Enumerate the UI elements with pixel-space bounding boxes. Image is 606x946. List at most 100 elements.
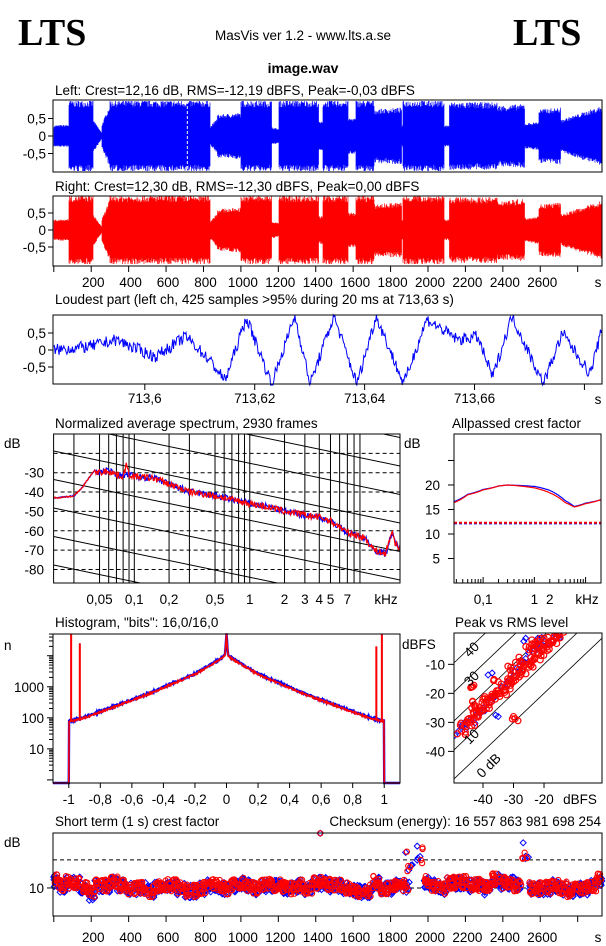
scatter-point-right bbox=[502, 691, 511, 699]
x-tick-label: 0 bbox=[223, 792, 231, 807]
crest-point-right bbox=[93, 880, 100, 887]
scatter-point-right bbox=[487, 697, 496, 706]
crest-point-right bbox=[458, 883, 466, 891]
y-tick-label: 1000 bbox=[14, 680, 44, 695]
crest-point-right bbox=[564, 893, 571, 901]
crest-point-right bbox=[204, 880, 212, 887]
scatter-point-right bbox=[504, 662, 512, 670]
scatter-point-right bbox=[511, 658, 520, 666]
x-tick-label: 5 bbox=[327, 592, 335, 607]
crest-point-right bbox=[521, 849, 528, 856]
y-tick-label: -0,5 bbox=[23, 147, 46, 162]
x-tick-label: 0,5 bbox=[206, 592, 225, 607]
x-tick-label: 800 bbox=[194, 275, 217, 290]
crest-point-right bbox=[265, 885, 272, 892]
x-tick-label: -0,6 bbox=[120, 792, 143, 807]
crest-point-right bbox=[573, 881, 580, 889]
x-tick-label: 3 bbox=[301, 592, 309, 607]
crest-point-right bbox=[318, 878, 325, 885]
spectrum-x-unit: kHz bbox=[374, 592, 397, 607]
crest-point-right bbox=[370, 873, 377, 880]
crest-point-right bbox=[228, 877, 235, 885]
crest-point-right bbox=[167, 880, 174, 888]
crest-point-right bbox=[489, 870, 497, 877]
crest-point-right bbox=[79, 884, 86, 891]
x-tick-label: 2000 bbox=[415, 275, 445, 290]
crest-diagonal-label: 40 bbox=[461, 639, 482, 660]
crest-point-right bbox=[70, 882, 77, 890]
crest-point-right bbox=[527, 887, 534, 895]
x-tick-label: 713,62 bbox=[234, 391, 275, 406]
x-tick-label: 713,66 bbox=[454, 391, 495, 406]
crest-point-right bbox=[391, 878, 398, 885]
crest-point-right bbox=[543, 879, 551, 887]
scatter-point-right bbox=[509, 667, 517, 675]
y-tick-label: 0 bbox=[38, 343, 46, 358]
scatter-point-right bbox=[470, 681, 478, 689]
logo-left: LTS bbox=[18, 12, 86, 54]
y-tick-label: 10 bbox=[425, 527, 440, 542]
x-tick-label: -1 bbox=[63, 792, 75, 807]
crest-point-right bbox=[147, 887, 154, 894]
scatter-point-left bbox=[488, 669, 496, 677]
y-tick-label: -80 bbox=[24, 562, 44, 577]
crest-point-right bbox=[561, 885, 568, 893]
crest-point-right bbox=[511, 880, 518, 887]
crest-point-left bbox=[420, 883, 429, 892]
crest-point-right bbox=[317, 881, 324, 888]
crest-point-left bbox=[510, 873, 518, 882]
x-tick-label: -0,2 bbox=[183, 792, 206, 807]
crest-point-right bbox=[417, 856, 425, 864]
spectrum-slope-line bbox=[54, 679, 400, 751]
crest-ylabel: dB bbox=[404, 436, 421, 451]
crest-point-right bbox=[557, 879, 564, 886]
x-tick-label: 1000 bbox=[228, 275, 258, 290]
crest-point-right bbox=[403, 848, 410, 855]
crest-diagonal bbox=[454, 633, 517, 693]
crest-point-right bbox=[528, 890, 535, 898]
crest-point-right bbox=[467, 881, 474, 888]
crest-point-right bbox=[108, 873, 116, 880]
spectrum-frame bbox=[53, 433, 401, 584]
crest-point-right bbox=[593, 874, 600, 881]
spectrum-slope-line bbox=[54, 622, 400, 694]
y-tick-label: -30 bbox=[425, 715, 445, 730]
x-tick-label: 2600 bbox=[527, 930, 557, 945]
file-name: image.wav bbox=[268, 60, 339, 76]
y-tick-label: 10 bbox=[29, 881, 44, 896]
crest-point-left bbox=[85, 896, 94, 904]
crest-point-right bbox=[138, 879, 146, 886]
x-tick-label: 7 bbox=[344, 592, 352, 607]
short-term-ylabel: dB bbox=[4, 835, 21, 850]
crest-point-right bbox=[198, 889, 206, 896]
x-tick-label: 0,8 bbox=[343, 792, 362, 807]
crest-point-right bbox=[265, 881, 273, 888]
peak-rms-xlabel: dBFS bbox=[563, 792, 597, 807]
scatter-point-right bbox=[469, 683, 477, 691]
crest-point-right bbox=[543, 889, 550, 896]
crest-point-right bbox=[132, 884, 139, 891]
crest-point-right bbox=[523, 855, 530, 862]
crest-point-right bbox=[290, 882, 297, 890]
spectrum-title: Normalized average spectrum, 2930 frames bbox=[55, 416, 318, 431]
y-tick-label: 100 bbox=[21, 711, 44, 726]
crest-point-right bbox=[419, 845, 426, 853]
x-tick-label: 200 bbox=[82, 930, 105, 945]
crest-point-right bbox=[377, 883, 385, 890]
scatter-point-right bbox=[471, 721, 479, 730]
crest-point-right bbox=[591, 884, 598, 892]
x-tick-label: 1200 bbox=[265, 930, 295, 945]
crest-curve-right bbox=[453, 484, 602, 508]
crest-diagonal bbox=[454, 633, 578, 751]
crest-point-right bbox=[168, 888, 175, 895]
x-tick-label: 1600 bbox=[340, 930, 370, 945]
crest-point-right bbox=[541, 879, 548, 886]
crest-point-right bbox=[584, 886, 592, 894]
crest-point-right bbox=[400, 883, 407, 890]
crest-point-right bbox=[430, 884, 437, 891]
crest-point-right bbox=[214, 878, 221, 886]
crest-point-right bbox=[268, 881, 275, 888]
x-tick-label: 400 bbox=[119, 275, 142, 290]
x-tick-label: 1000 bbox=[228, 930, 258, 945]
crest-point-right bbox=[142, 887, 149, 894]
